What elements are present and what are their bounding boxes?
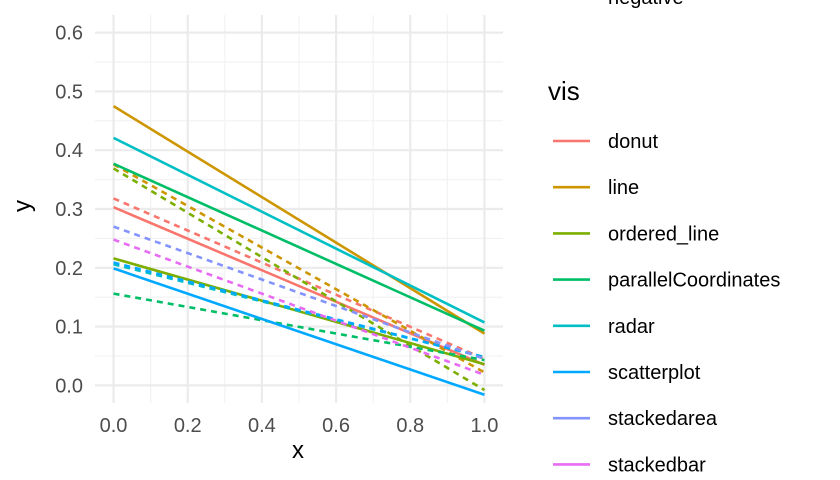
legend-label-donut: donut [608,131,658,153]
y-tick-label: 0.6 [55,23,83,45]
legend: donut line ordered_line parallelCoordinates… [553,131,780,476]
x-axis-ticks: 0.0 0.2 0.4 0.6 0.8 1.0 [100,415,499,437]
legend-clipped-title: negative [608,0,684,9]
y-tick-label: 0.1 [55,317,83,339]
series-line-line-solid [112,105,486,335]
legend-label-ordered_line: ordered_line [608,223,719,245]
y-axis-ticks: 0.0 0.1 0.2 0.3 0.4 0.5 0.6 [55,23,83,398]
series-lines [112,105,486,397]
series-line-scatterplot-dashed [113,261,485,359]
legend-title: vis [548,76,580,106]
x-tick-label: 0.4 [248,415,276,437]
legend-label-scatterplot: scatterplot [608,362,701,384]
major-gridlines [95,15,503,403]
y-tick-label: 0.0 [55,375,83,397]
y-tick-label: 0.5 [55,81,83,103]
x-axis-title: x [292,437,304,464]
series-line-parallelCoordinates-solid [113,162,485,332]
series-line-radar-solid [112,136,486,324]
x-tick-label: 0.2 [174,415,202,437]
y-tick-label: 0.2 [55,258,83,280]
series-line-scatterplot-solid [113,267,485,397]
x-tick-label: 1.0 [471,415,499,437]
legend-label-line: line [608,177,639,199]
y-tick-label: 0.3 [55,199,83,221]
x-tick-label: 0.0 [100,415,128,437]
legend-label-radar: radar [608,316,655,338]
series-line-donut-dashed [113,197,485,361]
legend-label-stackedbar: stackedbar [608,454,706,476]
series-line-line-dashed [112,163,486,374]
series-line-parallelCoordinates-dashed [113,292,485,362]
legend-label-parallelCoordinates: parallelCoordinates [608,270,780,292]
y-axis-title: y [9,200,36,212]
y-tick-label: 0.4 [55,140,83,162]
x-tick-label: 0.8 [396,415,424,437]
legend-label-stackedarea: stackedarea [608,408,718,430]
x-tick-label: 0.6 [322,415,350,437]
